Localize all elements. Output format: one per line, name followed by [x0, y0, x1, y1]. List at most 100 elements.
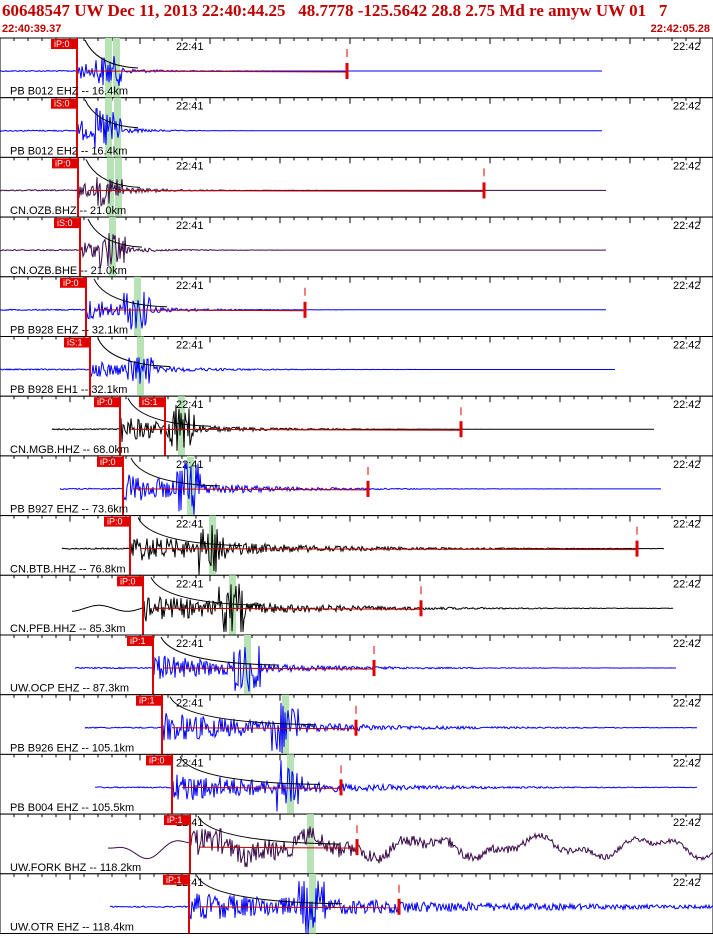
- time-label: 22:41: [176, 101, 204, 113]
- coda-line: [129, 428, 462, 431]
- pick-label: iS:1: [142, 397, 158, 407]
- time-label: 22:42: [673, 578, 701, 590]
- coda-marker: [397, 898, 401, 915]
- pick-flag: [94, 397, 120, 408]
- pick-label: iP:0: [120, 576, 136, 586]
- panel-frame: [0, 634, 713, 696]
- window-band: [187, 455, 194, 516]
- waveform: [0, 107, 602, 149]
- time-label: 22:42: [673, 757, 701, 769]
- waveform: [51, 404, 654, 451]
- pick-label: iP:0: [97, 397, 113, 407]
- header: 60648547 UW Dec 11, 2013 22:40:44.25 48.…: [0, 0, 713, 36]
- window-band: [307, 814, 314, 874]
- time-label: 22:42: [673, 101, 701, 113]
- time-label: 22:41: [176, 698, 204, 710]
- station-label: CN.MGB.HHZ -- 68.0km: [10, 444, 129, 456]
- time-label: 22:42: [673, 280, 701, 292]
- coda-line: [139, 548, 638, 551]
- time-label: 22:42: [673, 160, 701, 172]
- trace-panel: 22:41 22:42 iP:0 CN.BTB.HHZ -- 76.8km: [0, 515, 713, 576]
- time-label: 22:41: [176, 459, 204, 471]
- pick-flag: [104, 516, 130, 527]
- pick-label: iP:0: [107, 517, 123, 527]
- trace-panel: 22:41 22:42 iP:0 iS:1 CN.MGB.HHZ -- 68.0km: [0, 395, 713, 457]
- time-label: 22:42: [673, 459, 701, 471]
- trace-panel: 22:41 22:42 iP:1 UW.OCP EHZ -- 87.3km: [0, 634, 713, 696]
- pick-label: iP:1: [166, 875, 182, 885]
- panel-frame: [0, 873, 713, 934]
- time-label: 22:42: [673, 340, 701, 352]
- coda-line: [162, 667, 375, 670]
- time-label: 22:41: [176, 340, 204, 352]
- travel-curve: [196, 875, 343, 905]
- travel-curve: [179, 756, 321, 785]
- coda-marker: [345, 63, 349, 79]
- panel-frame: [0, 276, 713, 337]
- pick-label: iP:1: [139, 696, 155, 706]
- time-label: 22:41: [176, 280, 204, 292]
- coda-marker: [366, 480, 370, 497]
- trace-panel: 22:41 22:42 iP:0 PB B927 EHZ -- 73.6km: [0, 455, 713, 517]
- pick-label: iP:0: [149, 755, 165, 765]
- time-label: 22:41: [176, 578, 204, 590]
- pick-flag: [51, 98, 77, 109]
- waveform: [94, 760, 698, 812]
- pick-flag: [54, 218, 80, 229]
- station-label: PB B928 EHZ -- 32.1km: [10, 325, 128, 337]
- time-label: 22:42: [673, 399, 701, 411]
- time-label: 22:42: [673, 41, 701, 53]
- coda-line: [95, 309, 306, 312]
- coda-marker: [372, 660, 376, 676]
- waveform: [0, 177, 606, 207]
- time-label: 22:41: [176, 160, 204, 172]
- time-label: 22:42: [673, 519, 701, 531]
- coda-marker: [303, 301, 307, 318]
- window-band: [287, 754, 294, 815]
- travel-curve: [97, 338, 171, 367]
- travel-curve: [87, 218, 143, 248]
- travel-curve: [93, 278, 168, 308]
- coda-marker: [339, 779, 343, 796]
- time-label: 22:41: [176, 399, 204, 411]
- pick-label: iP:1: [130, 636, 146, 646]
- coda-marker: [459, 421, 463, 438]
- station-label: PB B012 EH2 -- 16.4km: [10, 145, 127, 157]
- start-time: 22:40:39.37: [2, 23, 62, 35]
- window-band: [244, 635, 251, 695]
- pick-flag: [146, 755, 172, 766]
- time-label: 22:41: [176, 41, 204, 53]
- station-label: CN.OZB.BHZ -- 21.0km: [10, 205, 126, 217]
- station-label: PB B927 EHZ -- 73.6km: [10, 504, 128, 516]
- pick-flag: [64, 337, 90, 348]
- time-label: 22:42: [673, 877, 701, 889]
- time-label: 22:41: [176, 757, 204, 769]
- station-label: PB B926 EHZ -- 105.1km: [10, 742, 134, 754]
- window-band: [113, 38, 120, 98]
- pick-flag: [97, 456, 123, 467]
- trace-panel: 22:41 22:42 iP:0 PB B004 EHZ -- 105.5km: [0, 753, 713, 815]
- station-label: UW.OTR EHZ -- 118.4km: [10, 922, 134, 934]
- pick-flag: [51, 39, 77, 49]
- time-label: 22:42: [673, 638, 701, 650]
- waveform: [84, 702, 697, 754]
- travel-curve: [160, 636, 278, 666]
- coda-line: [171, 727, 357, 730]
- waveform: [71, 583, 674, 633]
- station-label: PB B004 EHZ -- 105.5km: [10, 802, 134, 814]
- coda-line: [87, 189, 485, 192]
- travel-curve: [130, 457, 221, 487]
- waveform: [109, 880, 713, 934]
- waveform: [0, 357, 615, 384]
- pick-label: iP:0: [100, 457, 116, 467]
- trace-panel: 22:41 22:42 iS:1 PB B928 EH1 -- 32.1km: [0, 336, 713, 397]
- waveform: [0, 233, 606, 270]
- time-label: 22:41: [176, 220, 204, 232]
- coda-line: [132, 488, 369, 491]
- coda-marker: [635, 540, 639, 557]
- pick-flag: [136, 695, 162, 706]
- travel-curve: [84, 39, 139, 69]
- travel-curve: [169, 696, 316, 726]
